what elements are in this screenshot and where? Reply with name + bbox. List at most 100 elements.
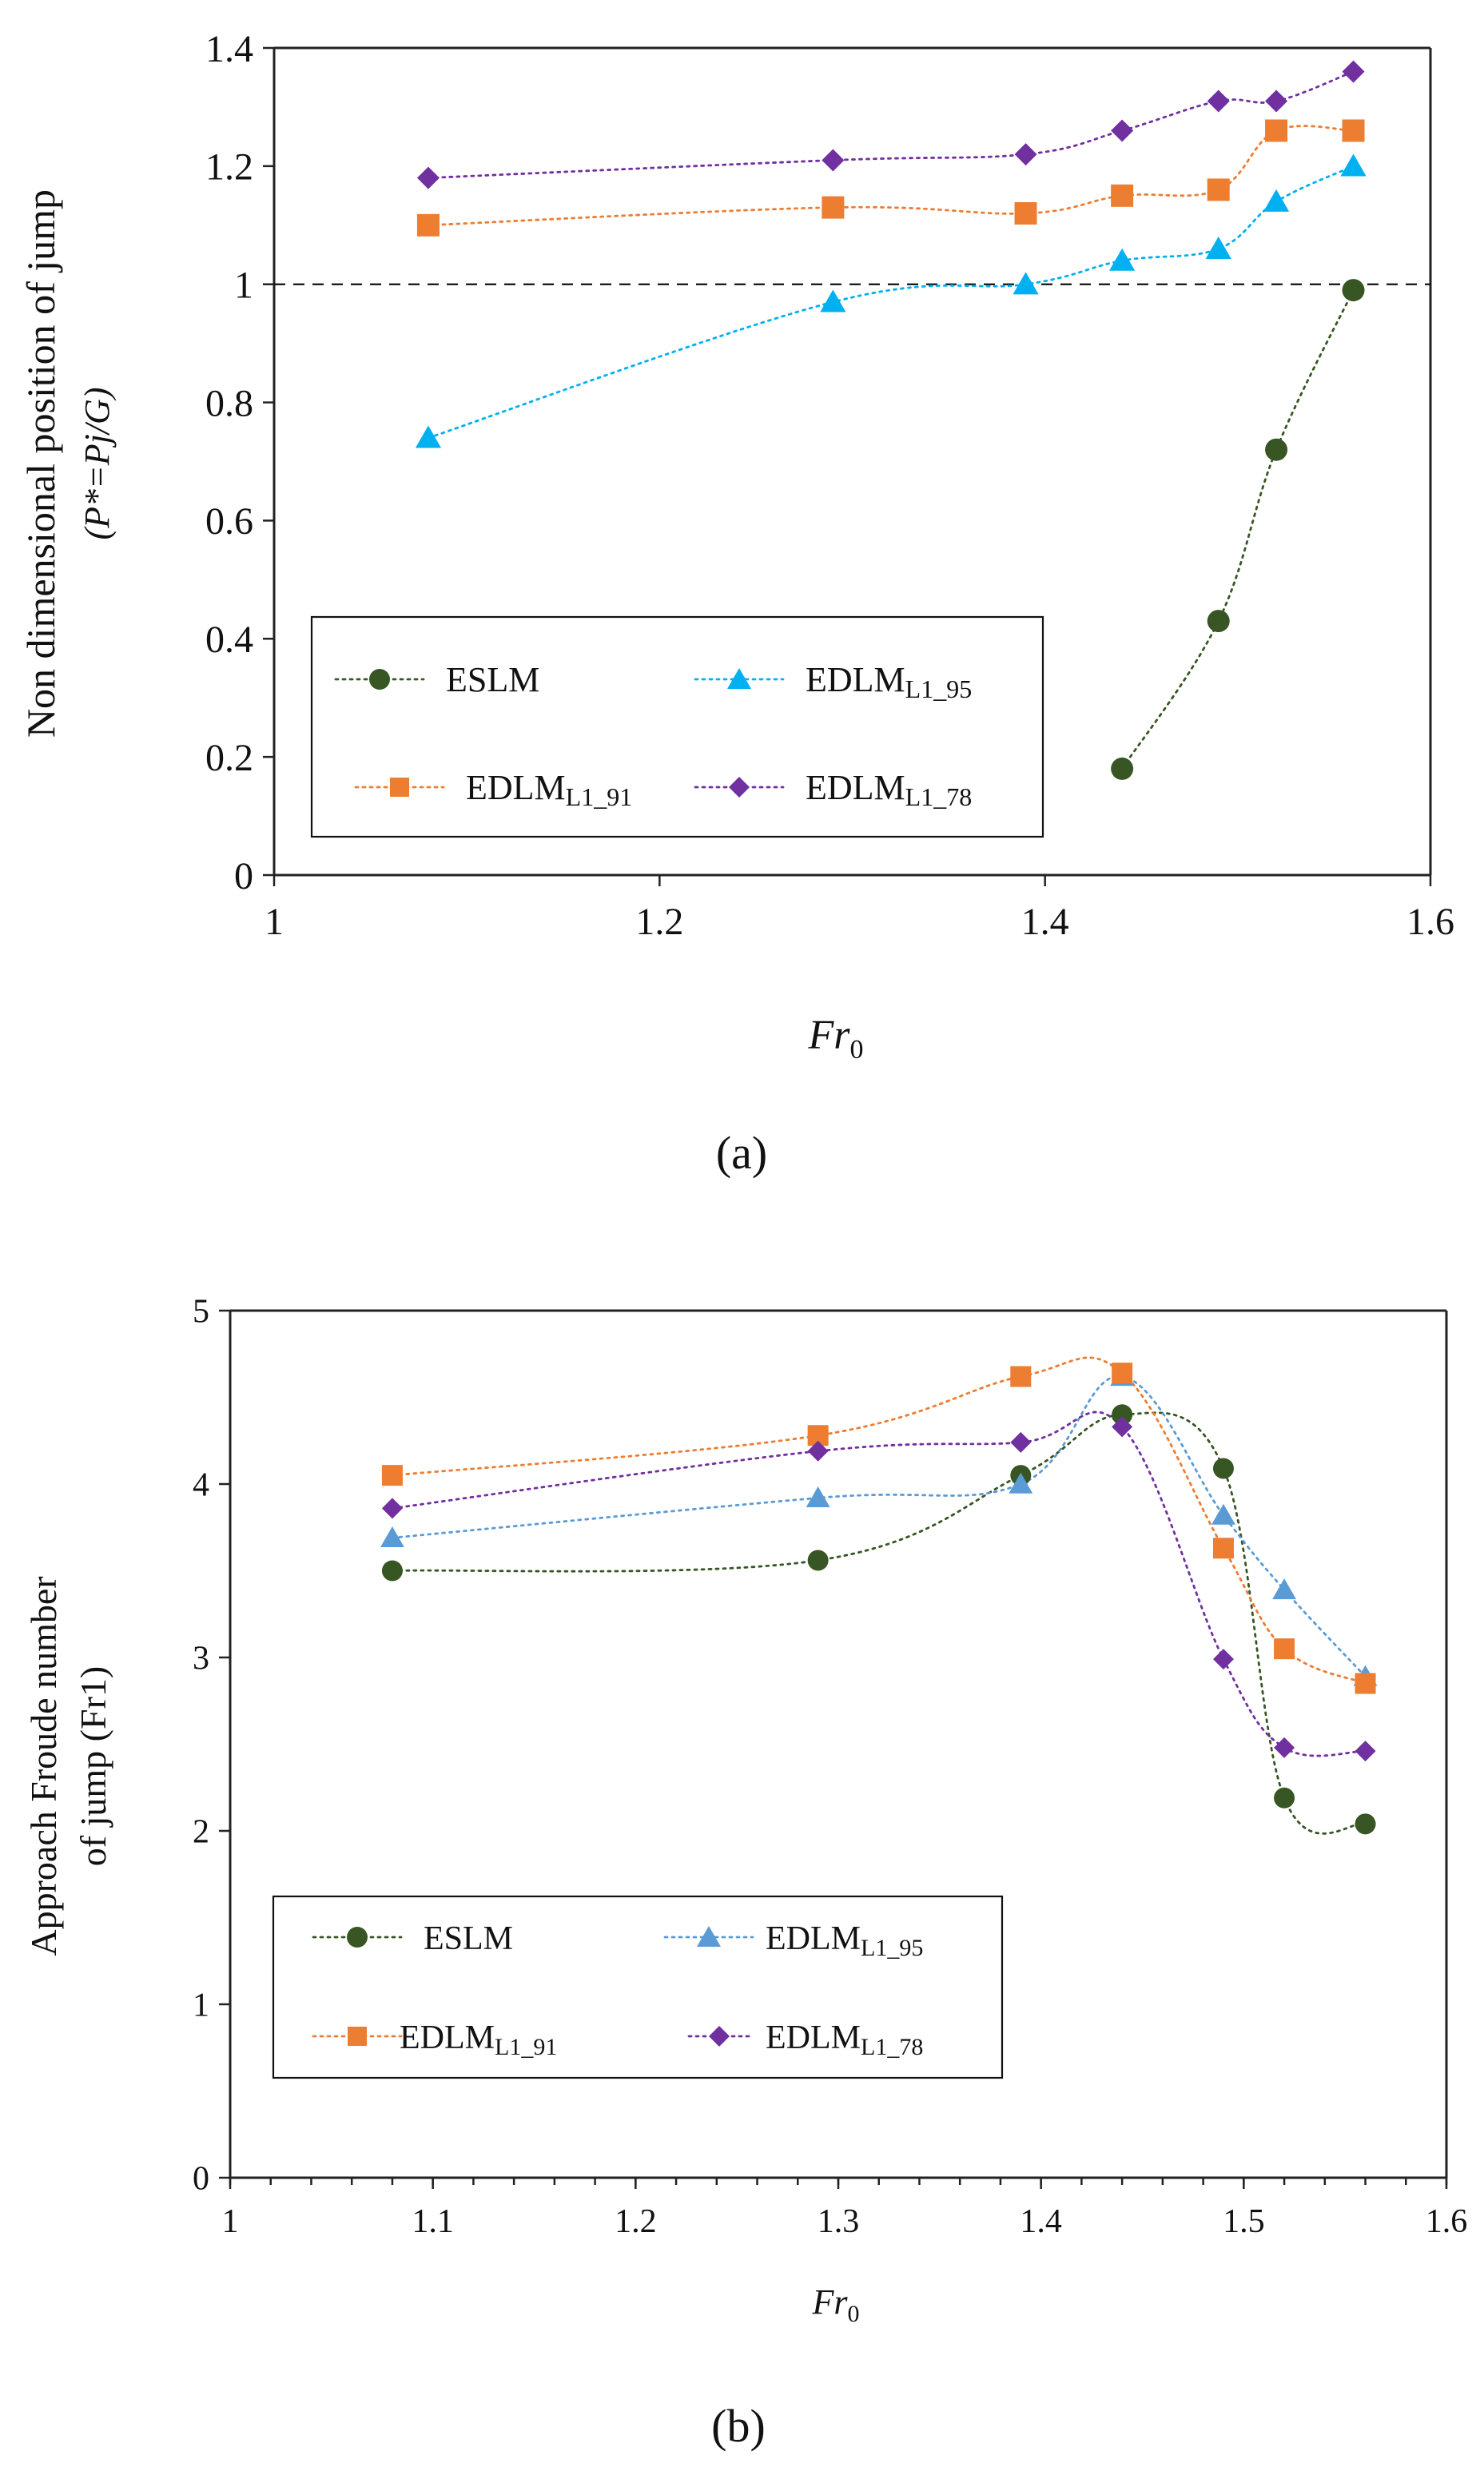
b-xtick-label-0: 1 bbox=[222, 2203, 239, 2240]
legend-entry-a-l1-78: EDLML1_78 bbox=[694, 768, 972, 811]
a-point-3-0 bbox=[416, 166, 440, 189]
a-series-line-2 bbox=[427, 125, 1355, 227]
a-point-3-6 bbox=[1342, 60, 1365, 83]
y-label-b-line1: Approach Froude number bbox=[23, 1576, 64, 1956]
legend-marker-b-1 bbox=[697, 1926, 721, 1947]
a-point-2-0 bbox=[416, 213, 440, 237]
b-point-2-2 bbox=[1010, 1366, 1032, 1387]
series-markers-b bbox=[380, 1363, 1378, 1835]
legend-entry-a-eslm: ESLM bbox=[334, 660, 539, 699]
b-point-0-6 bbox=[1355, 1813, 1376, 1835]
a-point-3-3 bbox=[1111, 119, 1134, 142]
b-point-0-5 bbox=[1274, 1787, 1295, 1809]
b-point-3-2 bbox=[1010, 1431, 1032, 1453]
a-ytick-label-0: 0 bbox=[234, 855, 253, 897]
b-series-line-2 bbox=[391, 1356, 1367, 1685]
chart-panel-a: 0 0.2 0.4 0.6 0.8 1 1.2 1.4 1 1.2 1.4 1.6 Non dime… bbox=[18, 28, 1454, 1179]
legend-label-b-0: ESLM bbox=[424, 1920, 513, 1957]
a-point-1-4 bbox=[1205, 236, 1231, 259]
a-point-0-3 bbox=[1342, 279, 1365, 302]
a-ytick-label-4: 0.8 bbox=[205, 382, 253, 424]
x-ticks-b: 1 1.1 1.2 1.3 1.4 1.5 1.6 bbox=[222, 2178, 1468, 2240]
b-xtick-label-1: 1.1 bbox=[412, 2203, 454, 2240]
x-label-b: Fr0 bbox=[812, 2282, 860, 2327]
a-point-2-2 bbox=[1014, 202, 1037, 225]
b-point-3-0 bbox=[381, 1498, 403, 1519]
b-ytick-label-0: 0 bbox=[193, 2161, 209, 2198]
a-point-2-3 bbox=[1111, 184, 1134, 207]
b-point-0-4 bbox=[1212, 1458, 1234, 1479]
b-point-2-5 bbox=[1274, 1638, 1295, 1660]
b-point-2-3 bbox=[1112, 1363, 1133, 1384]
a-point-1-2 bbox=[1013, 272, 1039, 295]
b-point-3-5 bbox=[1274, 1737, 1295, 1758]
a-xtick-label-0: 1 bbox=[265, 901, 284, 943]
x-ticks-a: 1 1.2 1.4 1.6 bbox=[265, 875, 1454, 943]
legend-marker-a-3 bbox=[729, 777, 750, 798]
legend-label-b-2: EDLML1_91 bbox=[400, 2019, 557, 2060]
legend-label-a-0: ESLM bbox=[446, 660, 539, 699]
b-series-line-1 bbox=[391, 1375, 1367, 1678]
a-ytick-label-5: 1 bbox=[234, 265, 253, 307]
a-point-1-1 bbox=[820, 289, 846, 312]
b-point-1-0 bbox=[380, 1526, 404, 1547]
a-point-3-5 bbox=[1265, 90, 1288, 113]
a-ytick-label-2: 0.4 bbox=[205, 619, 253, 661]
y-label-a-line1: Non dimensional position of jump bbox=[18, 189, 63, 738]
y-label-b: Approach Froude number of jump (Fr1) bbox=[23, 1576, 113, 1956]
legend-b bbox=[272, 1895, 1004, 2079]
b-point-3-3 bbox=[1112, 1416, 1133, 1438]
a-xtick-label-1: 1.2 bbox=[635, 901, 683, 943]
b-xtick-label-2: 1.2 bbox=[615, 2203, 657, 2240]
legend-entry-b-l1-78: EDLML1_78 bbox=[687, 2019, 923, 2060]
b-ytick-label-1: 1 bbox=[193, 1988, 209, 2024]
b-point-3-1 bbox=[807, 1440, 829, 1462]
b-point-2-0 bbox=[381, 1465, 403, 1486]
a-point-2-4 bbox=[1207, 178, 1230, 201]
a-point-2-1 bbox=[822, 196, 845, 219]
b-xtick-label-3: 1.3 bbox=[818, 2203, 860, 2240]
a-point-3-4 bbox=[1207, 90, 1230, 113]
series-lines-b bbox=[391, 1356, 1367, 1835]
legend-marker-a-1 bbox=[727, 668, 751, 689]
y-label-b-line2: of jump (Fr1) bbox=[73, 1666, 113, 1866]
a-point-0-1 bbox=[1207, 610, 1230, 633]
y-ticks-b: 0 1 2 3 4 5 bbox=[193, 1294, 230, 2198]
b-xtick-label-6: 1.6 bbox=[1426, 2203, 1468, 2240]
b-ytick-label-5: 5 bbox=[193, 1294, 209, 1331]
legend-entry-b-eslm: ESLM bbox=[312, 1920, 513, 1957]
b-point-0-3 bbox=[1112, 1404, 1133, 1426]
a-ytick-label-7: 1.4 bbox=[205, 28, 253, 70]
legend-label-b-3: EDLML1_78 bbox=[766, 2019, 923, 2060]
b-series-line-3 bbox=[391, 1411, 1367, 1757]
b-point-0-1 bbox=[807, 1550, 829, 1571]
a-point-1-3 bbox=[1109, 248, 1136, 271]
a-point-3-2 bbox=[1014, 143, 1037, 166]
y-ticks-a: 0 0.2 0.4 0.6 0.8 1 1.2 1.4 bbox=[205, 28, 274, 897]
a-series-line-3 bbox=[427, 70, 1355, 180]
legend-label-a-1: EDLML1_95 bbox=[806, 660, 972, 703]
legend-a bbox=[310, 615, 1044, 838]
b-point-0-0 bbox=[381, 1560, 403, 1582]
a-point-0-2 bbox=[1265, 438, 1288, 461]
b-point-1-5 bbox=[1272, 1578, 1297, 1600]
panel-label-b: (b) bbox=[711, 2400, 766, 2452]
legend-entry-a-l1-91: EDLML1_91 bbox=[354, 768, 632, 811]
legend-entry-b-l1-91: EDLML1_91 bbox=[312, 2019, 557, 2060]
a-point-1-0 bbox=[415, 425, 442, 448]
a-point-2-5 bbox=[1265, 119, 1288, 142]
b-ytick-label-2: 2 bbox=[193, 1814, 209, 1851]
legend-label-a-2: EDLML1_91 bbox=[466, 768, 632, 811]
b-point-3-4 bbox=[1212, 1649, 1234, 1670]
b-point-2-6 bbox=[1355, 1673, 1376, 1694]
series-lines-a bbox=[427, 70, 1355, 770]
a-xtick-label-2: 1.4 bbox=[1021, 901, 1069, 943]
a-point-1-5 bbox=[1263, 189, 1290, 212]
a-series-line-1 bbox=[427, 165, 1355, 440]
a-point-1-6 bbox=[1340, 153, 1367, 177]
b-xtick-label-5: 1.5 bbox=[1223, 2203, 1265, 2240]
b-xtick-label-4: 1.4 bbox=[1020, 2203, 1062, 2240]
legend-marker-a-0 bbox=[369, 669, 390, 690]
